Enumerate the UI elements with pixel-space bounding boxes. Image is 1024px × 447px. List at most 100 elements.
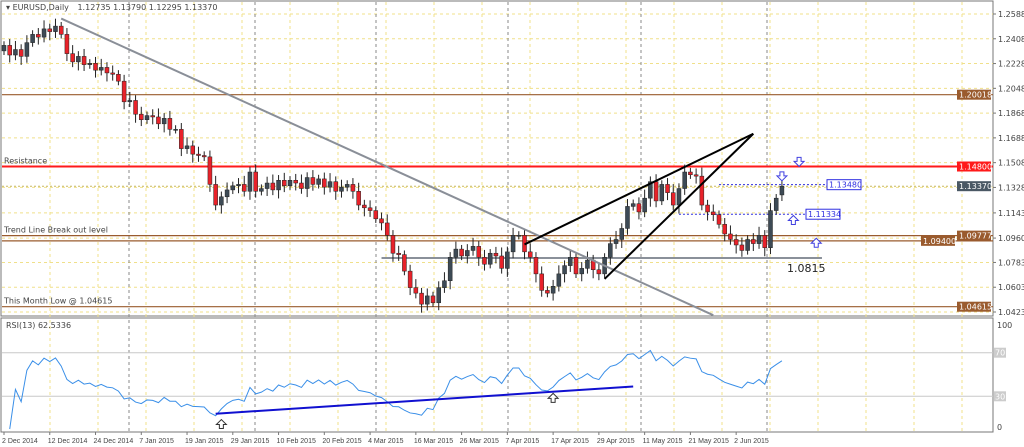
level-price-tag bbox=[957, 301, 991, 312]
x-tick-label: 21 May 2015 bbox=[688, 438, 729, 445]
price-mark-label: 1.11334 bbox=[808, 210, 841, 219]
candle-body bbox=[447, 257, 453, 282]
candle-body bbox=[682, 171, 687, 189]
level-text: Trend Line Break out level bbox=[3, 226, 108, 235]
candle-body bbox=[459, 248, 464, 257]
candle-body bbox=[133, 100, 138, 115]
y-tick-label: 1.20480 bbox=[998, 84, 1024, 93]
y-tick-label: 1.13280 bbox=[998, 183, 1024, 192]
x-tick-label: 29 Apr 2015 bbox=[597, 438, 635, 445]
candle-body bbox=[110, 72, 115, 75]
candle-body bbox=[322, 178, 327, 188]
candle-body bbox=[93, 63, 98, 71]
candle-body bbox=[568, 257, 573, 266]
candle-body bbox=[533, 257, 539, 275]
rsi-line bbox=[9, 349, 783, 430]
level-price-tag bbox=[957, 89, 991, 100]
rsi-level-tag bbox=[994, 347, 1006, 358]
candle-body bbox=[527, 251, 533, 258]
candle-body bbox=[648, 181, 653, 199]
candle-body bbox=[585, 259, 590, 269]
candle-body bbox=[173, 129, 178, 131]
candle-body bbox=[608, 243, 613, 258]
candle-body bbox=[499, 255, 504, 269]
candle-body bbox=[407, 270, 413, 288]
y-tick-label: 1.25880 bbox=[998, 10, 1024, 19]
candle-body bbox=[373, 210, 379, 220]
candle-body bbox=[636, 203, 642, 213]
level-price-label: 1.20018 bbox=[959, 91, 992, 100]
y-tick-label: 1.11430 bbox=[998, 209, 1024, 218]
x-tick-label: 19 Jan 2015 bbox=[185, 438, 224, 445]
rsi-tick-label: 70 bbox=[995, 349, 1005, 358]
candle-body bbox=[396, 252, 401, 255]
candle-body bbox=[47, 28, 53, 32]
candle-body bbox=[167, 118, 173, 130]
candle-body bbox=[150, 115, 155, 118]
rsi-tick-label: 100 bbox=[997, 321, 1012, 330]
candle-body bbox=[693, 174, 699, 177]
candle-body bbox=[384, 222, 390, 236]
price-arrow-up-icon bbox=[787, 214, 800, 226]
candle-body bbox=[613, 239, 619, 244]
candle-body bbox=[339, 186, 344, 192]
candle-body bbox=[184, 145, 190, 149]
candle-body bbox=[436, 287, 441, 304]
candle-body bbox=[87, 63, 93, 65]
candle-body bbox=[1, 45, 7, 52]
candle-body bbox=[196, 153, 201, 156]
x-tick-label: 2 Dec 2014 bbox=[2, 438, 38, 445]
y-tick-label: 1.16880 bbox=[998, 134, 1024, 143]
symbol: EURUSD,Daily bbox=[12, 3, 69, 12]
candle-body bbox=[161, 118, 167, 125]
level-price-tag bbox=[921, 235, 955, 246]
candle-body bbox=[76, 56, 81, 63]
candle-body bbox=[596, 269, 602, 275]
rsi-tick-label: 30 bbox=[995, 392, 1005, 401]
x-tick-label: 2 Jun 2015 bbox=[734, 438, 769, 445]
collapse-triangle-icon[interactable]: ▾ bbox=[6, 3, 11, 12]
price-arrow-up-icon bbox=[810, 237, 823, 248]
candle-body bbox=[98, 67, 104, 71]
price-mark-box bbox=[826, 179, 862, 191]
candle-body bbox=[179, 129, 184, 149]
candle-body bbox=[670, 192, 676, 206]
candle-body bbox=[716, 214, 722, 225]
y-tick-label: 1.04230 bbox=[998, 308, 1024, 317]
candle-body bbox=[70, 53, 75, 63]
candle-body bbox=[379, 218, 384, 224]
x-tick-label: 7 Apr 2015 bbox=[505, 438, 539, 445]
y-tick-label: 1.09600 bbox=[998, 234, 1024, 243]
candle-body bbox=[625, 206, 630, 229]
candle-body bbox=[144, 115, 150, 120]
x-tick-label: 11 May 2015 bbox=[643, 438, 683, 445]
candle-body bbox=[36, 34, 41, 38]
candle-body bbox=[550, 286, 556, 294]
candle-body bbox=[676, 188, 682, 206]
rsi-level-tag bbox=[994, 391, 1006, 402]
candle-body bbox=[259, 188, 264, 192]
candle-body bbox=[419, 292, 424, 305]
candle-body bbox=[190, 145, 196, 155]
candle-body bbox=[539, 273, 544, 291]
price-arrow-down-icon bbox=[792, 156, 806, 168]
candle-body bbox=[630, 203, 636, 207]
candle-body bbox=[470, 246, 476, 251]
candle-body bbox=[659, 184, 665, 202]
candle-body bbox=[24, 42, 30, 57]
level-price-tag bbox=[957, 230, 991, 241]
candle-body bbox=[768, 210, 773, 248]
candle-body bbox=[487, 252, 493, 265]
current-price-tag bbox=[957, 181, 991, 192]
level-price-label: 1.14800 bbox=[959, 163, 992, 172]
x-tick-label: 12 Dec 2014 bbox=[48, 438, 88, 445]
candle-body bbox=[516, 235, 522, 237]
candle-body bbox=[722, 224, 727, 235]
candle-body bbox=[219, 196, 224, 206]
candle-body bbox=[53, 25, 58, 32]
candle-body bbox=[7, 45, 12, 56]
candle-body bbox=[213, 184, 218, 206]
y-tick-label: 1.22280 bbox=[998, 60, 1024, 69]
candle-body bbox=[310, 177, 316, 185]
